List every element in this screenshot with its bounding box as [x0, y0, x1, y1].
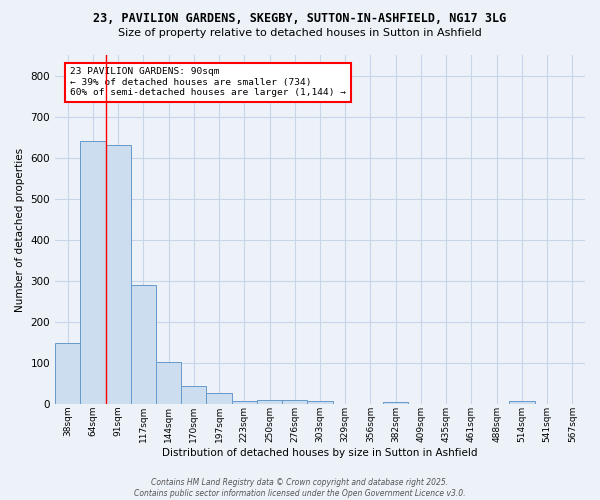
Bar [181, 386, 206, 404]
Bar [232, 401, 257, 404]
Text: Size of property relative to detached houses in Sutton in Ashfield: Size of property relative to detached ho… [118, 28, 482, 38]
Bar [206, 392, 232, 404]
Bar [55, 342, 80, 404]
Bar [106, 146, 131, 404]
Bar [80, 142, 106, 404]
X-axis label: Distribution of detached houses by size in Sutton in Ashfield: Distribution of detached houses by size … [162, 448, 478, 458]
Bar [131, 285, 156, 404]
Y-axis label: Number of detached properties: Number of detached properties [15, 148, 25, 312]
Text: 23, PAVILION GARDENS, SKEGBY, SUTTON-IN-ASHFIELD, NG17 3LG: 23, PAVILION GARDENS, SKEGBY, SUTTON-IN-… [94, 12, 506, 26]
Bar [282, 400, 307, 404]
Bar [156, 362, 181, 404]
Bar [257, 400, 282, 404]
Text: 23 PAVILION GARDENS: 90sqm
← 39% of detached houses are smaller (734)
60% of sem: 23 PAVILION GARDENS: 90sqm ← 39% of deta… [70, 68, 346, 97]
Bar [307, 401, 332, 404]
Bar [509, 401, 535, 404]
Text: Contains HM Land Registry data © Crown copyright and database right 2025.
Contai: Contains HM Land Registry data © Crown c… [134, 478, 466, 498]
Bar [383, 402, 409, 404]
